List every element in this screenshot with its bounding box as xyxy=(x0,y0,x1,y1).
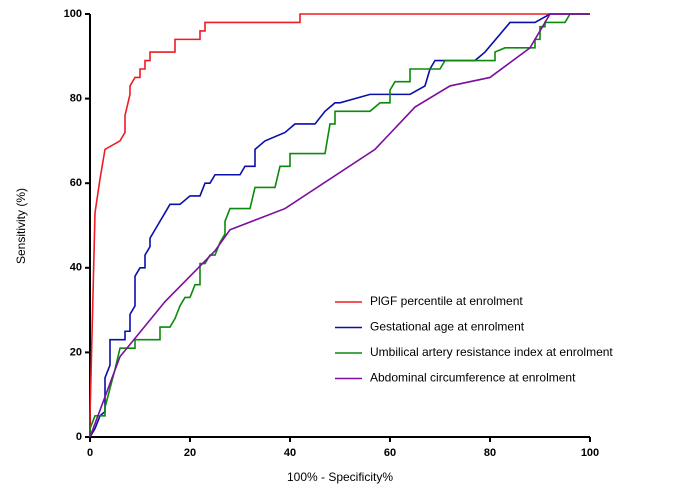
y-axis-label: Sensitivity (%) xyxy=(14,188,28,264)
y-tick-label: 0 xyxy=(76,431,82,443)
x-axis-label: 100% - Specificity% xyxy=(287,470,393,484)
legend-label: Umbilical artery resistance index at enr… xyxy=(370,345,613,359)
x-tick-label: 100 xyxy=(581,447,599,459)
x-tick-label: 80 xyxy=(484,447,496,459)
y-tick-label: 20 xyxy=(70,346,82,358)
x-tick-label: 0 xyxy=(87,447,93,459)
y-tick-label: 60 xyxy=(70,177,82,189)
legend-label: Gestational age at enrolment xyxy=(370,320,525,334)
y-tick-label: 80 xyxy=(70,93,82,105)
legend-label: Abdominal circumference at enrolment xyxy=(370,371,576,385)
x-tick-label: 20 xyxy=(184,447,196,459)
roc-curve xyxy=(89,13,590,437)
y-tick-label: 100 xyxy=(64,8,82,20)
roc-curve xyxy=(89,13,590,438)
roc-curve xyxy=(89,13,590,437)
roc-curve xyxy=(89,13,590,438)
legend-label: PlGF percentile at enrolment xyxy=(370,294,523,308)
y-tick-label: 40 xyxy=(70,262,82,274)
x-tick-label: 40 xyxy=(284,447,296,459)
x-tick-label: 60 xyxy=(384,447,396,459)
